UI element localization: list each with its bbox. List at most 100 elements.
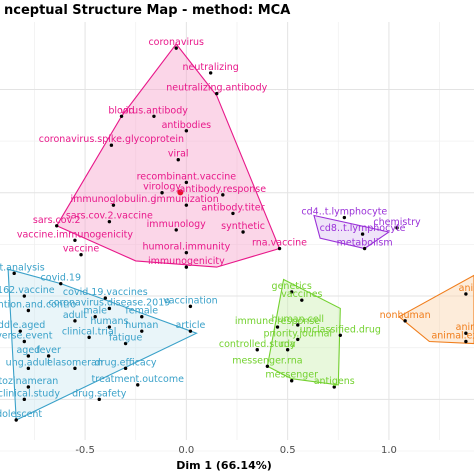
cluster-5-label: ung.adult [6, 357, 52, 368]
cluster-1-label: sars.cov.2 [33, 215, 81, 226]
cluster-5-label: elasomeran [47, 357, 103, 368]
cluster-5-label: female [125, 306, 158, 317]
cluster-5-label: verse.event [0, 330, 53, 341]
cluster-3-point [338, 333, 343, 337]
cluster-5-point [22, 339, 27, 344]
cluster-3-label: messenger [265, 370, 318, 381]
cluster-5-label: iddle.aged [0, 320, 45, 331]
cluster-5-label: human [125, 320, 158, 331]
cluster-1-point [231, 211, 235, 216]
cluster-5-point [188, 304, 193, 309]
cluster-5-point [26, 385, 31, 389]
cluster-5-label: humans [90, 316, 128, 327]
cluster-3-label: unclassified.drug [300, 324, 381, 335]
cluster-5-point [123, 341, 128, 346]
x-tick-label: -0.5 [75, 445, 95, 456]
cluster-4-label: animal.experir [431, 330, 474, 341]
cluster-1-label: sars.cov.2.vaccine [66, 211, 153, 222]
cluster-1-hull [55, 43, 281, 268]
cluster-5-point [14, 418, 18, 422]
cluster-1-label: immunoglobulin.g [70, 194, 156, 205]
cluster-4-hull [398, 274, 474, 345]
cluster-3-label: rna [280, 339, 296, 350]
cluster-5-point [107, 306, 112, 311]
cluster-3-label: immune.response [235, 316, 320, 327]
cluster-1-point [73, 238, 77, 242]
cluster-1-label: coronavirus [148, 37, 204, 48]
cluster-1-point [241, 230, 245, 234]
cluster-1-point [174, 46, 178, 50]
cluster-2-label: metabolism [337, 238, 393, 249]
cluster-5-label: coronavirus.disease.2019 [48, 297, 170, 308]
cluster-1-point [184, 250, 189, 255]
cluster-1-label: antibody.titer [201, 202, 264, 213]
cluster-1-point [215, 91, 219, 96]
cluster-3-label: genetics [272, 281, 312, 292]
cluster-1-label: immunogenicity [148, 256, 225, 267]
cluster-1-point [221, 193, 225, 197]
x-axis-label: Dim 1 (66.14%) [176, 459, 272, 472]
cluster-1-point [111, 203, 116, 207]
cluster-5-point [26, 308, 31, 313]
cluster-3-point [289, 379, 294, 383]
cluster-5-label: covid.19.vaccines [63, 287, 148, 298]
cluster-1-label: vaccine.immunogenicity [17, 229, 134, 240]
cluster-1-label: rna.vaccine [252, 238, 307, 249]
cluster-1-label: synthetic [221, 221, 265, 232]
cluster-1-point [109, 143, 114, 147]
cluster-2-point [395, 226, 399, 230]
cluster-1-label: vaccine [63, 244, 100, 255]
cluster-5-point [140, 329, 144, 333]
cluster-4-label: nonhuman [380, 310, 431, 321]
cluster-1-point [208, 71, 213, 75]
cluster-5-label: drug.safety [72, 388, 127, 399]
cluster-3-point [300, 298, 304, 302]
cluster-5-point [26, 354, 31, 358]
cluster-3-label: antigens [314, 376, 355, 387]
cluster-1-label: immunology [147, 219, 206, 230]
cluster-2-point [342, 215, 347, 220]
cluster-3-point [285, 348, 290, 352]
cluster-1-point [277, 246, 282, 251]
cluster-5-point [22, 397, 27, 402]
cluster-5-label: adolescent [0, 409, 42, 420]
cluster-3-point [289, 290, 294, 294]
cluster-1-label: antibodies [162, 120, 212, 131]
cluster-3-point [332, 385, 336, 389]
cluster-1-point [55, 224, 59, 228]
point-labels: coronavirus neutralizing neutralizing.anti… [0, 37, 474, 420]
cluster-5-point [87, 335, 91, 340]
cluster-5-label: vaccination [163, 295, 218, 306]
cluster-1-point [119, 114, 124, 119]
grid [0, 22, 474, 452]
cluster-hulls [7, 43, 474, 421]
cluster-1-point [184, 203, 189, 207]
cluster-5-label: male [83, 306, 107, 317]
cluster-1-point [79, 253, 83, 257]
cluster-5-label: evention.and.contro [0, 300, 76, 311]
cluster-5-point [18, 329, 22, 333]
cluster-3-point [265, 364, 270, 368]
cluster-2-point [360, 232, 365, 236]
cluster-1-point [107, 219, 112, 224]
cluster-5-label: fever [36, 345, 61, 356]
cluster-2-label: chemistry [373, 217, 421, 228]
x-tick-label: 0.5 [280, 445, 296, 456]
cluster-5-point [103, 296, 108, 300]
cluster-5-hull [7, 268, 198, 421]
cluster-1-label: antibody.response [180, 184, 267, 195]
cluster-1-point [160, 191, 164, 195]
cluster-1-label: neutralizing [183, 62, 239, 73]
cluster-1-point [174, 228, 178, 232]
cluster-1-label: coronavirus.spike.glycoprotein [39, 134, 184, 145]
cluster-4-label: ani [459, 283, 473, 294]
cluster-5-point [136, 383, 140, 387]
cluster-3-point [296, 323, 300, 327]
x-tick-labels: -0.5 0.0 0.5 1.0 [75, 445, 397, 456]
cluster-4-point [464, 339, 468, 344]
cluster-2-point [362, 246, 367, 251]
cluster-5-label: hort.analysis [0, 262, 45, 273]
cluster-3-label: messenger.rna [232, 355, 302, 366]
cluster-4-label: anin [456, 322, 474, 333]
